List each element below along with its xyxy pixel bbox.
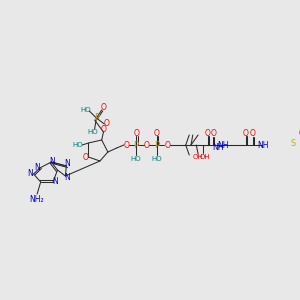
Text: O: O xyxy=(100,125,106,134)
Text: HO: HO xyxy=(80,107,91,113)
Text: O: O xyxy=(144,140,150,149)
Text: O: O xyxy=(100,103,106,112)
Text: O: O xyxy=(124,140,129,149)
Text: O: O xyxy=(83,154,89,163)
Text: HO: HO xyxy=(88,129,98,135)
Text: O: O xyxy=(210,130,216,139)
Text: O: O xyxy=(205,128,211,137)
Text: O: O xyxy=(104,119,110,128)
Text: O: O xyxy=(133,128,139,137)
Text: O: O xyxy=(298,130,300,139)
Text: N: N xyxy=(52,178,58,187)
Text: O: O xyxy=(250,130,256,139)
Text: O: O xyxy=(164,140,170,149)
Text: P: P xyxy=(94,113,99,122)
Text: S: S xyxy=(290,140,295,148)
Text: P: P xyxy=(134,140,139,149)
Text: O: O xyxy=(243,128,249,137)
Text: OH: OH xyxy=(193,154,203,160)
Text: N: N xyxy=(34,163,40,172)
Text: HO: HO xyxy=(131,156,142,162)
Text: NH: NH xyxy=(212,142,223,152)
Text: NH₂: NH₂ xyxy=(29,196,44,205)
Text: N: N xyxy=(64,160,70,169)
Text: P: P xyxy=(154,140,159,149)
Text: N: N xyxy=(49,157,55,166)
Text: O: O xyxy=(154,128,160,137)
Text: HO: HO xyxy=(151,156,162,162)
Text: NH: NH xyxy=(217,142,229,151)
Text: HO: HO xyxy=(73,142,83,148)
Text: NH: NH xyxy=(257,142,268,151)
Text: OH: OH xyxy=(200,154,211,160)
Text: N: N xyxy=(64,172,70,182)
Text: N: N xyxy=(27,169,33,178)
